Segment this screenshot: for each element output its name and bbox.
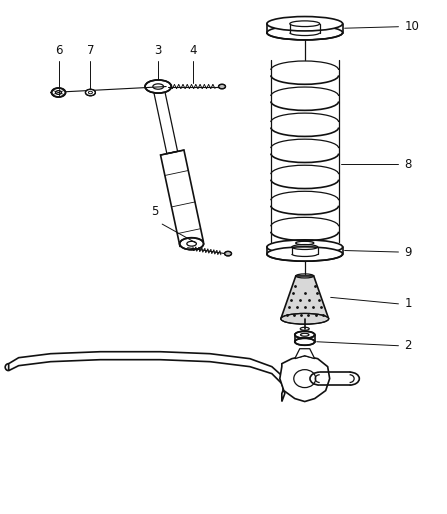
Polygon shape <box>160 150 203 246</box>
Ellipse shape <box>295 331 315 338</box>
Ellipse shape <box>267 26 343 40</box>
Text: 3: 3 <box>155 44 162 57</box>
Text: 10: 10 <box>405 20 419 33</box>
Text: 7: 7 <box>87 44 94 57</box>
Ellipse shape <box>224 251 232 256</box>
Ellipse shape <box>281 314 329 324</box>
Ellipse shape <box>180 238 203 250</box>
Ellipse shape <box>51 88 66 97</box>
Text: 1: 1 <box>405 298 412 310</box>
Polygon shape <box>280 356 330 401</box>
Text: 5: 5 <box>152 205 159 218</box>
Polygon shape <box>281 276 329 319</box>
Polygon shape <box>295 348 315 359</box>
Ellipse shape <box>219 84 225 89</box>
Text: 8: 8 <box>405 158 412 171</box>
Ellipse shape <box>295 338 315 345</box>
Polygon shape <box>153 85 177 154</box>
Polygon shape <box>8 352 285 401</box>
Ellipse shape <box>267 240 343 254</box>
Text: 6: 6 <box>55 44 62 57</box>
Ellipse shape <box>85 89 95 96</box>
Ellipse shape <box>145 80 171 93</box>
Text: 9: 9 <box>405 246 412 259</box>
Text: 2: 2 <box>405 339 412 352</box>
Text: 4: 4 <box>190 44 197 57</box>
Ellipse shape <box>267 16 343 31</box>
Ellipse shape <box>267 247 343 261</box>
